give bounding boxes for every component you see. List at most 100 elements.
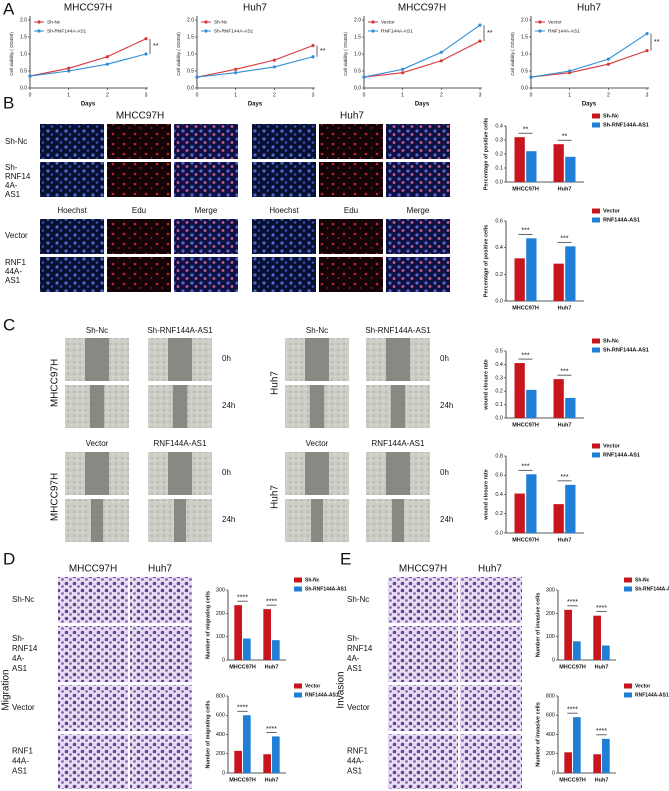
legend-label: Vector — [305, 683, 320, 689]
significance-label: **** — [237, 705, 248, 712]
x-tick-label: MHCC97H — [512, 186, 539, 192]
x-tick-label: MHCC97H — [512, 422, 539, 428]
significance-label: ** — [562, 134, 568, 141]
x-tick-label: MHCC97H — [512, 305, 539, 311]
y-tick-label: 1.0 — [187, 51, 194, 57]
x-axis-label: Days — [248, 102, 263, 108]
channel-label: Merge — [195, 206, 218, 215]
bar — [565, 156, 576, 182]
y-tick-label: 0.3 — [495, 137, 503, 143]
data-point — [478, 23, 482, 27]
row-label: AS1 — [12, 664, 28, 673]
y-tick-label: 0.0 — [495, 179, 503, 185]
legend-label: RNF144A-AS1 — [381, 28, 413, 34]
micrograph — [107, 219, 171, 254]
bar — [526, 238, 537, 301]
micrograph — [386, 257, 450, 292]
legend-swatch — [624, 577, 632, 583]
y-tick-label: 0.5 — [187, 68, 194, 74]
wound-gap — [168, 338, 192, 381]
bar — [234, 750, 242, 773]
legend-swatch — [592, 113, 600, 119]
x-tick-label: Huh7 — [265, 664, 279, 670]
row-label: AS1 — [5, 190, 21, 199]
y-tick-label: 1.5 — [20, 34, 27, 40]
data-point — [195, 75, 199, 79]
column-label: RNF144A-AS1 — [372, 439, 425, 448]
x-axis-label: Days — [81, 102, 96, 108]
cell-line-label: MHCC97H — [50, 359, 61, 407]
data-point — [272, 65, 276, 69]
y-tick-label: 0.6 — [495, 218, 503, 224]
x-tick-label: 2 — [273, 92, 276, 98]
row-label: Sh- — [12, 634, 25, 643]
row-label: RNF1 — [5, 258, 26, 267]
wound-gap — [305, 452, 329, 495]
data-point — [478, 39, 482, 43]
significance-label: ** — [487, 30, 493, 37]
legend-label: Sh-Nc — [47, 19, 61, 25]
y-tick-label: 100 — [546, 634, 555, 640]
x-tick-label: MHCC97H — [512, 537, 539, 543]
bar — [514, 363, 525, 418]
legend-label: RNF144A-AS1 — [603, 217, 640, 223]
legend-label: Sh-RNF144A-AS1 — [603, 122, 649, 128]
bar — [565, 246, 576, 301]
y-axis-label: Number of migrating cells — [205, 591, 211, 659]
y-tick-label: 800 — [216, 693, 225, 699]
y-tick-label: 0.8 — [495, 453, 503, 459]
row-label: 4A- — [347, 654, 360, 663]
micrograph — [252, 162, 316, 197]
y-tick-label: 0.5 — [495, 348, 503, 354]
y-tick-label: 200 — [216, 611, 225, 617]
wound-gap — [392, 499, 404, 542]
column-label: MHCC97H — [69, 564, 117, 575]
legend-swatch — [624, 586, 632, 592]
data-point — [67, 66, 71, 70]
y-tick-label: 100 — [216, 634, 225, 640]
significance-label: **** — [266, 598, 277, 605]
x-tick-label: Huh7 — [558, 186, 572, 192]
significance-label: **** — [596, 728, 607, 735]
data-point — [401, 67, 405, 71]
y-tick-label: 0 — [552, 770, 555, 776]
x-tick-label: 2 — [607, 92, 610, 98]
transwell-image — [130, 626, 192, 682]
channel-label: Hoechst — [269, 206, 299, 215]
data-point — [645, 31, 649, 36]
chart-title: Huh7 — [577, 3, 601, 14]
column-label: Vector — [306, 439, 329, 448]
bar — [573, 641, 581, 660]
transwell-image — [460, 685, 522, 731]
micrograph — [386, 162, 450, 197]
significance-label: **** — [567, 599, 578, 606]
legend-label: Sh-RNF144A-AS1 — [47, 28, 87, 34]
column-label: Huh7 — [148, 564, 172, 575]
data-point — [606, 57, 610, 61]
y-tick-label: 0.0 — [187, 85, 194, 91]
y-tick-label: 1.0 — [354, 51, 361, 57]
legend-label: RNF144A-AS1 — [305, 692, 339, 698]
micrograph — [319, 257, 383, 292]
y-tick-label: 0.4 — [495, 492, 503, 498]
row-label: Sh- — [5, 163, 18, 172]
time-label: 0h — [222, 468, 231, 477]
data-point — [67, 69, 71, 73]
y-tick-label: 0.4 — [495, 123, 503, 129]
x-tick-label: Huh7 — [558, 537, 572, 543]
data-point — [144, 37, 148, 41]
bar — [565, 484, 576, 533]
y-tick-label: 0.0 — [495, 415, 503, 421]
x-tick-label: 0 — [196, 92, 199, 98]
y-tick-label: 600 — [216, 713, 225, 719]
transwell-image — [460, 626, 522, 682]
panel-letter: B — [3, 93, 14, 112]
data-point — [645, 49, 649, 53]
series-line — [29, 53, 147, 77]
data-point — [606, 62, 610, 66]
row-label: 44A- — [12, 757, 29, 766]
y-axis-label: Number of invasive cells — [535, 702, 541, 767]
micrograph — [174, 257, 238, 292]
bar — [272, 640, 280, 660]
